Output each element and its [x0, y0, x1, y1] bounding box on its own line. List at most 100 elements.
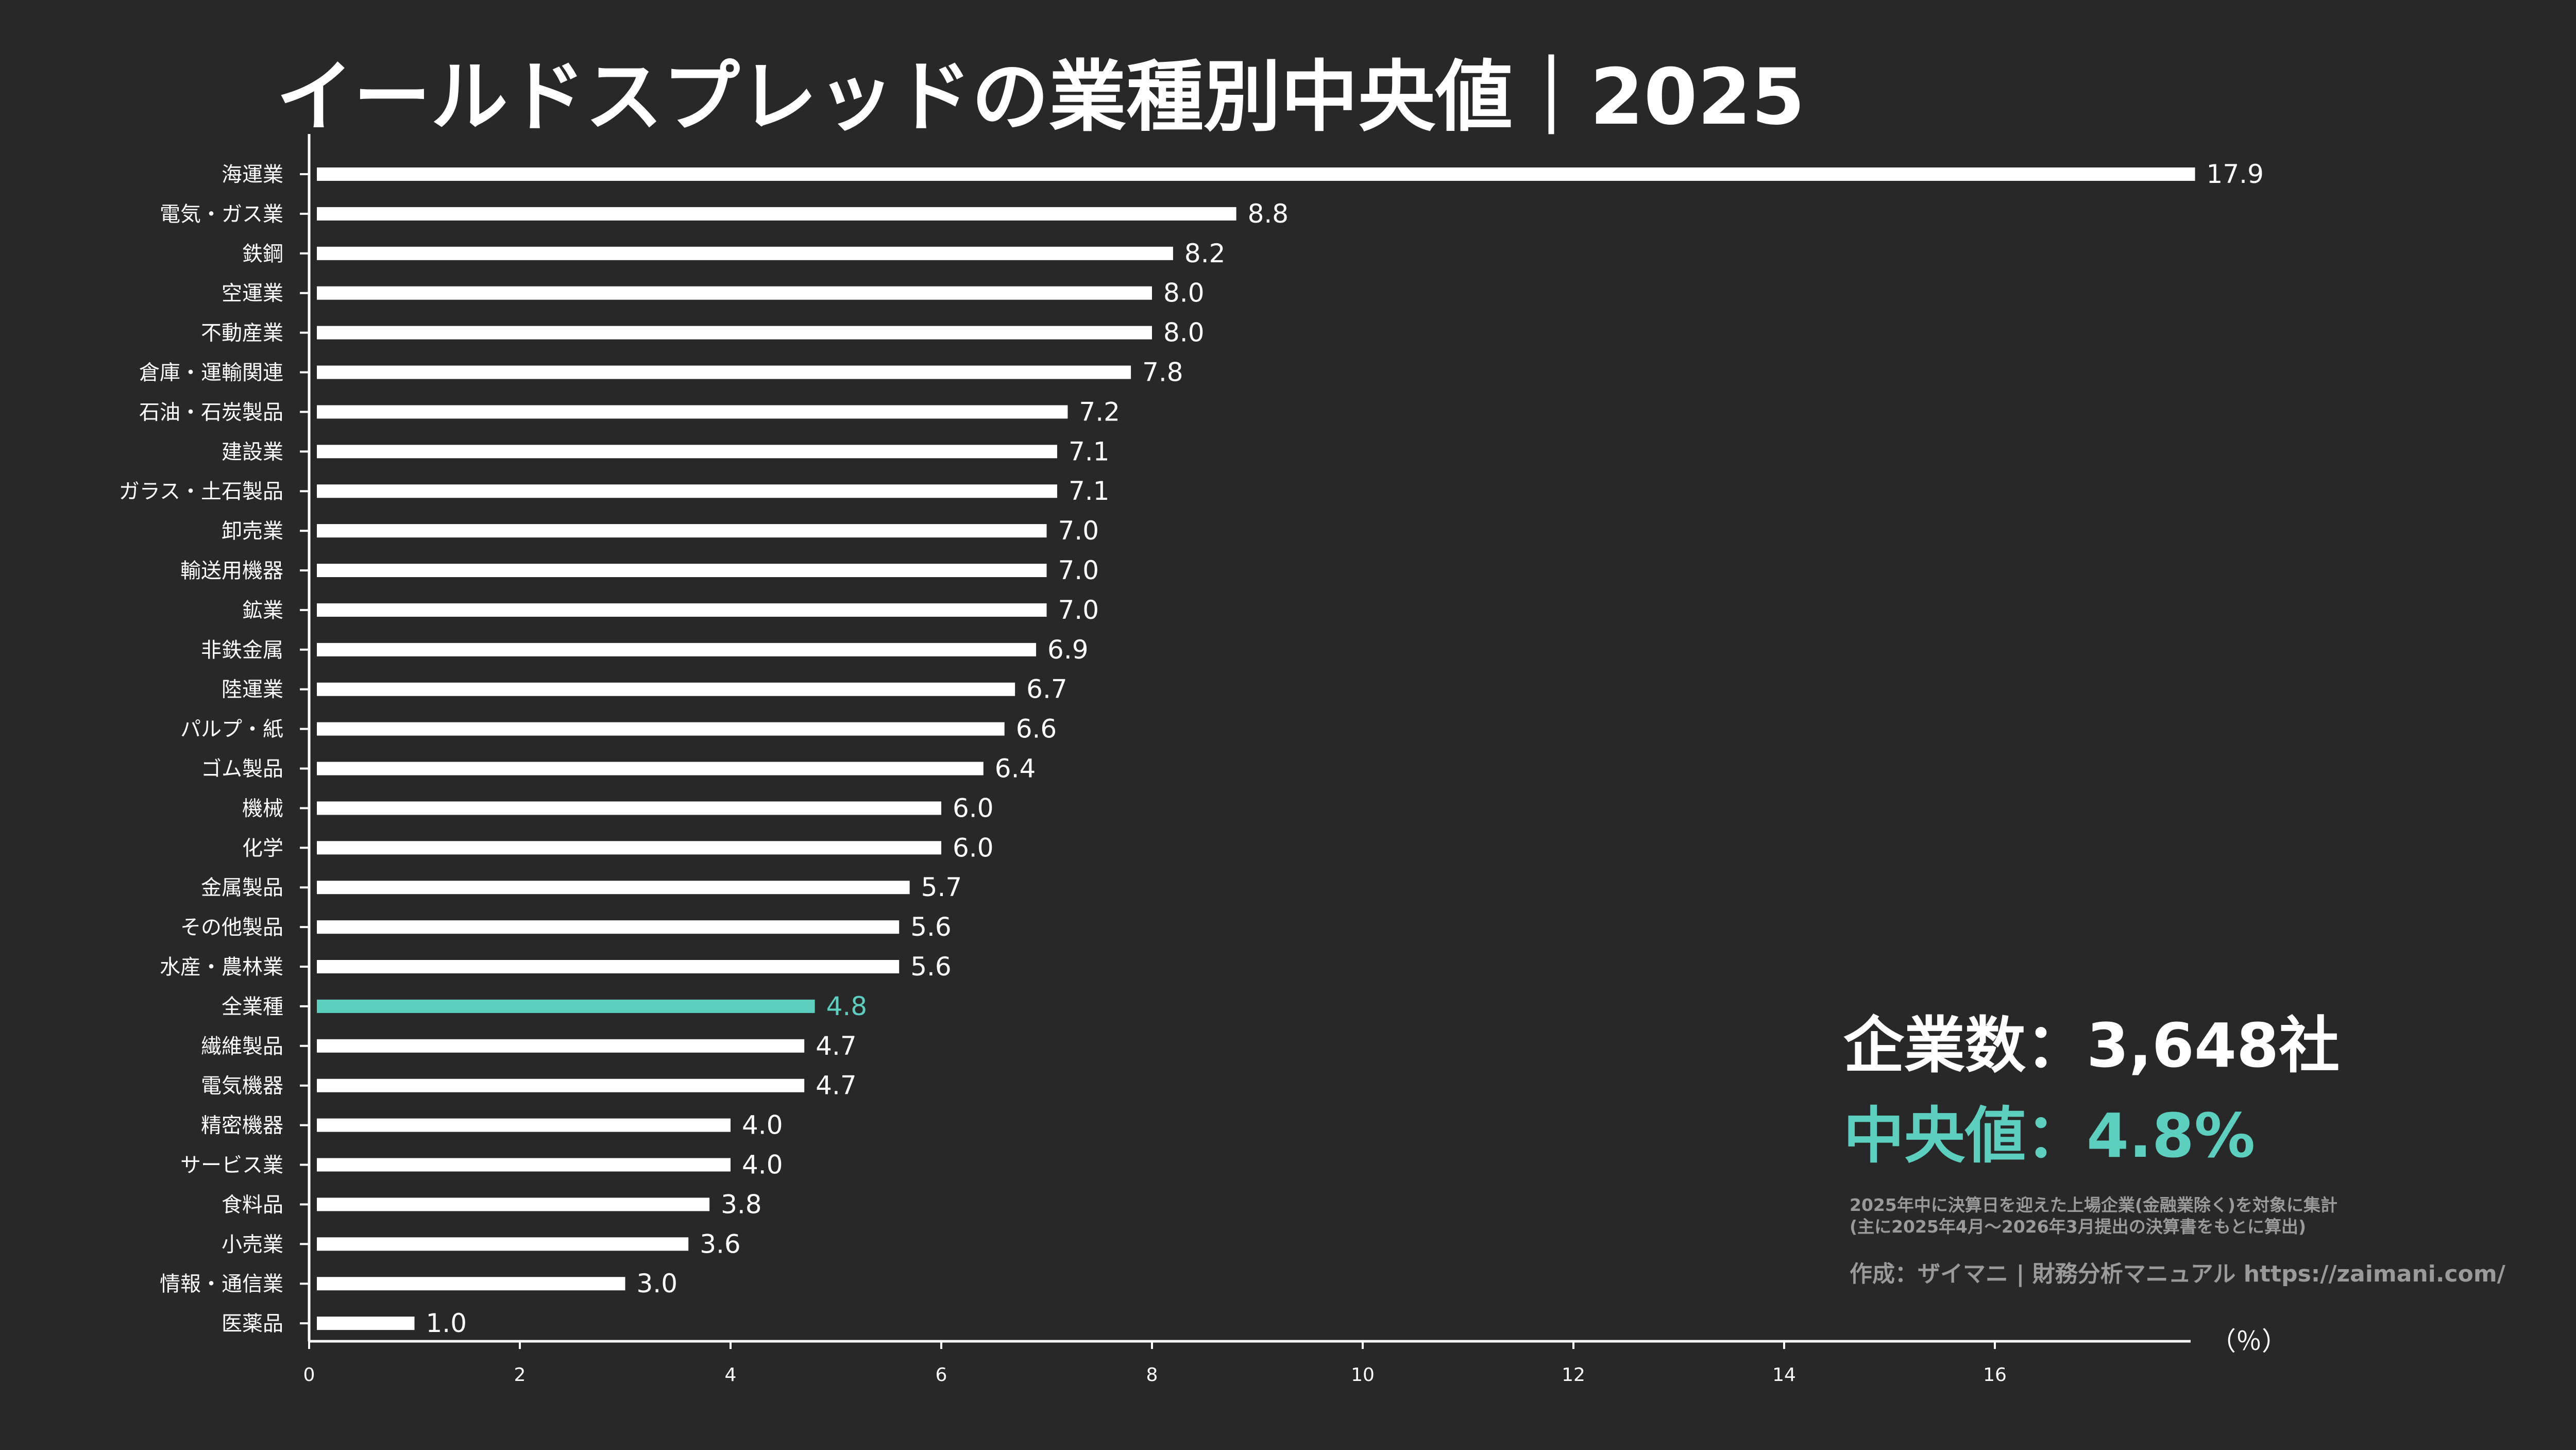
category-label: 建設業 — [222, 440, 283, 464]
bar — [317, 326, 1152, 340]
category-label: 食料品 — [222, 1193, 283, 1217]
category-label: 不動産業 — [201, 322, 283, 345]
note-line-2: (主に2025年4月～2026年3月提出の決算書をもとに算出) — [1850, 1217, 2306, 1237]
bar — [317, 841, 941, 855]
bar — [317, 167, 2195, 181]
value-label: 4.0 — [742, 1110, 783, 1140]
category-label: 倉庫・運輸関連 — [139, 361, 283, 385]
x-tick-label: 10 — [1351, 1364, 1375, 1386]
bar — [317, 1158, 731, 1172]
category-label: 陸運業 — [222, 678, 283, 702]
bar — [317, 445, 1057, 459]
bar — [317, 643, 1037, 656]
value-label: 3.0 — [637, 1269, 678, 1299]
category-label: 小売業 — [222, 1233, 283, 1256]
x-tick-label: 8 — [1146, 1364, 1158, 1386]
value-label: 4.0 — [742, 1150, 783, 1180]
chart-title: イールドスプレッドの業種別中央値｜2025 — [276, 53, 1805, 142]
axes-group: 0 2 4 6 8 10 12 14 16 海運業電気・ガス業鉄鋼空運業不動産業倉庫・運輸関連石油… — [119, 134, 2191, 1386]
category-label: 鉄鋼 — [242, 242, 283, 266]
category-label: 卸売業 — [222, 519, 283, 543]
bar — [317, 286, 1152, 300]
bar — [317, 1317, 415, 1330]
bars-group: 17.9 8.8 8.2 8.0 8.0 7.8 7.2 7.1 7.1 7.0 7.0 7.0 6.9… — [317, 159, 2264, 1338]
category-label: 電気機器 — [201, 1074, 283, 1098]
category-label: 海運業 — [222, 163, 283, 187]
bar — [317, 564, 1047, 577]
bar — [317, 999, 815, 1013]
value-label: 7.1 — [1069, 476, 1110, 506]
value-label: 1.0 — [426, 1308, 467, 1338]
category-label: 医薬品 — [222, 1312, 283, 1336]
value-label: 6.9 — [1047, 635, 1089, 665]
x-tick-label: 12 — [1562, 1364, 1585, 1386]
value-label: 6.6 — [1016, 714, 1057, 744]
category-label: 石油・石炭製品 — [139, 400, 283, 424]
x-tick-label: 14 — [1772, 1364, 1796, 1386]
bar — [317, 524, 1047, 538]
category-label: サービス業 — [180, 1154, 283, 1177]
bar — [317, 722, 1005, 736]
bar — [317, 682, 1015, 696]
bar — [317, 207, 1236, 221]
bar — [317, 484, 1057, 498]
bar — [317, 881, 910, 895]
category-label: 全業種 — [222, 995, 283, 1019]
value-label: 7.2 — [1079, 397, 1120, 427]
category-label: ゴム製品 — [201, 757, 283, 781]
bar — [317, 762, 984, 775]
value-label: 8.0 — [1163, 278, 1205, 308]
median-value: 中央値：4.8% — [1843, 1100, 2255, 1171]
value-label: 3.6 — [700, 1229, 741, 1259]
category-label: 機械 — [242, 797, 283, 820]
value-label: 8.0 — [1163, 318, 1205, 348]
value-label: 7.1 — [1069, 436, 1110, 466]
x-tick-label: 4 — [725, 1364, 737, 1386]
bar — [317, 960, 900, 973]
value-label: 5.6 — [910, 952, 952, 982]
bar — [317, 1237, 689, 1251]
value-label: 7.0 — [1058, 555, 1099, 585]
value-label: 5.7 — [921, 872, 962, 902]
category-label: 情報・通信業 — [160, 1272, 283, 1296]
value-label: 6.7 — [1026, 675, 1067, 704]
bar — [317, 405, 1068, 419]
category-label: 鉱業 — [242, 599, 283, 622]
bar — [317, 1198, 710, 1211]
bar — [317, 1118, 731, 1132]
category-label: ガラス・土石製品 — [119, 480, 283, 503]
bar — [317, 1078, 805, 1092]
value-label: 4.8 — [826, 991, 868, 1021]
value-label: 3.8 — [721, 1189, 762, 1219]
category-label: 水産・農林業 — [160, 955, 283, 979]
value-label: 7.0 — [1058, 516, 1099, 546]
bar — [317, 603, 1047, 617]
value-label: 8.2 — [1184, 239, 1226, 268]
x-axis-unit-label: （％） — [2210, 1326, 2287, 1356]
value-label: 4.7 — [816, 1071, 857, 1101]
bar — [317, 801, 941, 815]
x-tick-label: 2 — [514, 1364, 526, 1386]
category-label: 非鉄金属 — [201, 638, 283, 662]
note-line-1: 2025年中に決算日を迎えた上場企業(金融業除く)を対象に集計 — [1850, 1195, 2337, 1215]
category-label: 空運業 — [222, 282, 283, 306]
value-label: 4.7 — [816, 1031, 857, 1061]
category-label: 金属製品 — [201, 876, 283, 900]
value-label: 7.8 — [1142, 358, 1183, 387]
value-label: 17.9 — [2207, 159, 2264, 189]
bar — [317, 920, 900, 934]
category-label: 繊維製品 — [201, 1035, 283, 1058]
value-label: 7.0 — [1058, 595, 1099, 625]
company-count: 企業数：3,648社 — [1843, 1010, 2340, 1081]
bar — [317, 365, 1131, 379]
category-label: 輸送用機器 — [180, 559, 283, 583]
category-label: その他製品 — [180, 916, 283, 939]
value-label: 8.8 — [1248, 199, 1289, 229]
category-label: 電気・ガス業 — [160, 203, 283, 226]
value-label: 6.0 — [953, 833, 994, 863]
x-tick-label: 0 — [303, 1364, 315, 1386]
bar — [317, 246, 1173, 260]
category-label: 化学 — [242, 836, 283, 860]
credit-text: 作成：ザイマニ | 財務分析マニュアル https://zaimani.com/ — [1850, 1261, 2506, 1287]
